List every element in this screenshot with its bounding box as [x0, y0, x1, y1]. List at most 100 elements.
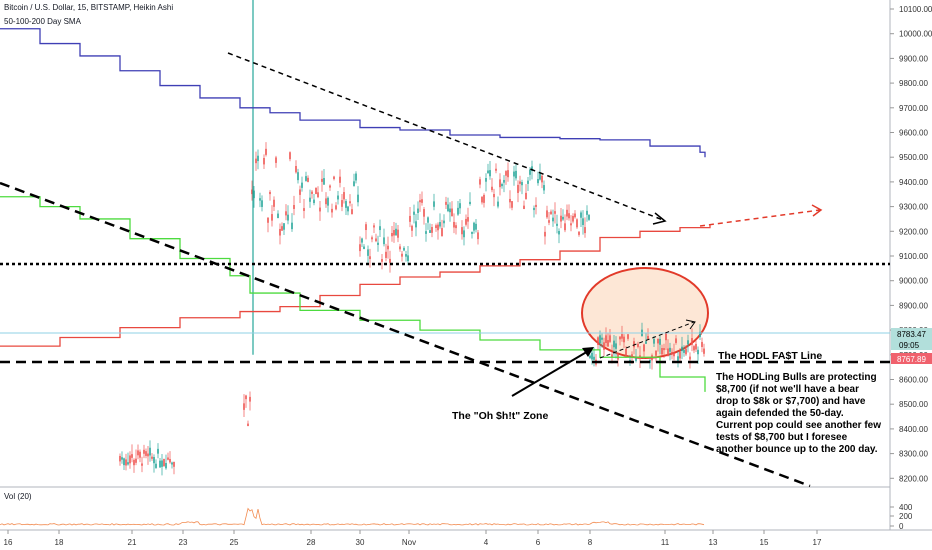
candle-body: [473, 222, 475, 231]
candle-body: [295, 165, 297, 173]
candle-body: [591, 352, 593, 360]
sma-line-100: [0, 225, 711, 347]
countdown-bg: [891, 339, 932, 350]
candle-body: [261, 200, 263, 207]
x-axis: 16 18 21 23 25 28 30 Nov 4 6 8 11 13 15 17: [4, 530, 822, 547]
candle-body: [381, 259, 383, 262]
candle-body: [433, 201, 435, 207]
candle-body: [445, 201, 447, 205]
candle-body: [548, 220, 550, 223]
candle-body: [556, 223, 558, 226]
candle-body: [463, 230, 465, 238]
candle-body: [351, 209, 353, 215]
sma-line-200: [0, 28, 706, 158]
candle-body: [449, 208, 451, 213]
candle-body: [245, 395, 247, 400]
candle-body: [609, 335, 611, 342]
candle-body: [357, 194, 359, 203]
comment-line: tests of $8,700 but I foresee: [716, 432, 848, 443]
candle-body: [125, 459, 127, 466]
candle-body: [457, 207, 459, 215]
candle-body: [141, 463, 143, 466]
candle-body: [395, 228, 397, 236]
candle-body: [588, 214, 590, 220]
candle-body: [419, 200, 421, 203]
y-tick-label: 9100.00: [899, 252, 928, 261]
volume-label: Vol (20): [4, 492, 32, 501]
candle-body: [267, 217, 269, 223]
y-axis: 10100.00 10000.00 9900.00 9800.00 9700.00 960…: [890, 5, 932, 483]
candle-body: [677, 356, 679, 362]
candle-body: [315, 188, 317, 195]
candle-body: [379, 226, 381, 231]
candle-body: [647, 335, 649, 340]
candle-body: [423, 209, 425, 217]
candle-body: [289, 152, 291, 160]
price-tag-bg: [891, 328, 932, 339]
candle-body: [631, 354, 633, 358]
chart-title: Bitcoin / U.S. Dollar, 15, BITSTAMP, Hei…: [4, 3, 174, 12]
candle-body: [485, 178, 487, 182]
comment-line: $8,700 (if not we'll have a bear: [716, 384, 859, 395]
candle-body: [399, 246, 401, 250]
candle-body: [584, 227, 586, 234]
candle-body: [566, 209, 568, 217]
candle-body: [291, 222, 293, 230]
candle-body: [403, 247, 405, 251]
candle-body: [539, 173, 541, 180]
candle-body: [173, 461, 175, 467]
bounce-arrow-line: [599, 321, 695, 359]
candle-body: [421, 199, 423, 203]
x-tick-label: 6: [536, 538, 541, 547]
candle-body: [697, 349, 699, 355]
candle-body: [157, 448, 159, 454]
x-tick-label: 13: [709, 538, 718, 547]
volume-line: [0, 507, 705, 526]
candle-body: [121, 457, 123, 460]
candle-body: [169, 458, 171, 463]
candle-body: [287, 214, 289, 221]
x-tick-label: 8: [588, 538, 593, 547]
candle-body: [531, 166, 533, 171]
candle-body: [465, 218, 467, 225]
candle-body: [447, 204, 449, 212]
candle-body: [564, 223, 566, 231]
candle-body: [593, 356, 595, 360]
candle-body: [251, 189, 253, 195]
candle-body: [533, 207, 535, 211]
candle-body: [613, 340, 615, 348]
candle-body: [363, 246, 365, 250]
candle-body: [701, 341, 703, 347]
candle-body: [683, 349, 685, 353]
candle-body: [159, 460, 161, 468]
x-tick-label: 30: [356, 538, 365, 547]
candle-body: [615, 343, 617, 349]
candle-body: [325, 198, 327, 205]
candle-body: [307, 177, 309, 182]
candle-body: [572, 215, 574, 222]
candle-body: [469, 201, 471, 205]
candle-body: [305, 176, 307, 181]
x-tick-label: 17: [813, 538, 822, 547]
lower-downtrend-line: [0, 181, 811, 488]
candle-body: [455, 225, 457, 229]
y-tick-label: 9200.00: [899, 227, 928, 236]
candle-body: [127, 462, 129, 465]
candle-body: [475, 223, 477, 230]
candle-body: [491, 186, 493, 191]
y-tick-label: 9000.00: [899, 277, 928, 286]
candle-body: [661, 348, 663, 355]
candle-body: [554, 211, 556, 214]
candle-body: [679, 351, 681, 359]
sma-tag-bg: [891, 353, 932, 364]
candle-body: [467, 217, 469, 222]
y-tick-label: 9700.00: [899, 104, 928, 113]
candle-body: [337, 195, 339, 200]
candle-body: [481, 196, 483, 203]
candle-body: [503, 179, 505, 183]
candle-body: [477, 232, 479, 240]
y-tick-label: 8600.00: [899, 376, 928, 385]
y-tick-label: 9800.00: [899, 79, 928, 88]
candle-body: [443, 220, 445, 224]
